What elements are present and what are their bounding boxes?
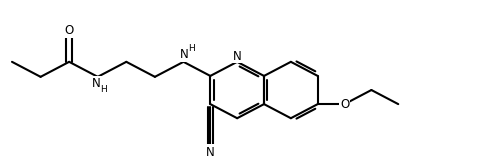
Text: O: O	[340, 98, 349, 111]
Text: N: N	[92, 77, 101, 90]
Text: H: H	[188, 44, 195, 53]
Text: N: N	[180, 48, 189, 61]
Text: N: N	[233, 50, 242, 63]
Text: H: H	[100, 85, 107, 94]
Text: N: N	[206, 146, 215, 158]
Text: O: O	[64, 24, 74, 37]
